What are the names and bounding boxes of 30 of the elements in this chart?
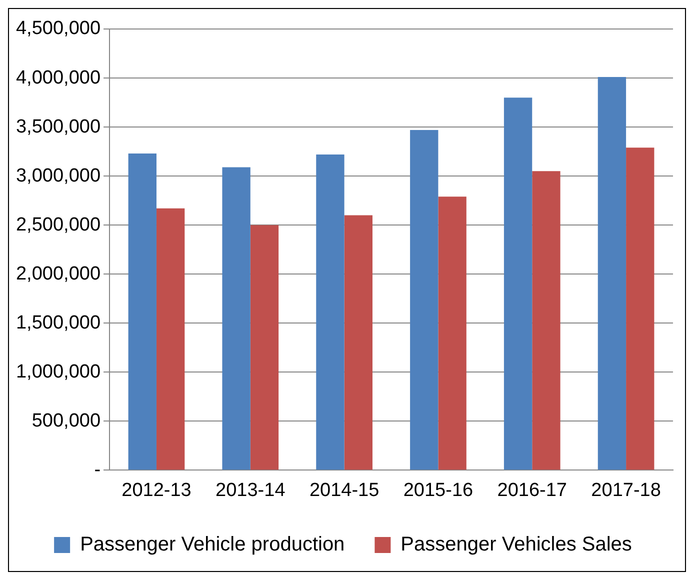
y-tick-label: 1,500,000 <box>16 312 101 334</box>
x-tick-label: 2016-17 <box>497 480 567 501</box>
bar <box>156 208 185 470</box>
bar <box>438 196 466 470</box>
y-tick-label: 2,000,000 <box>16 263 101 284</box>
bar <box>128 154 156 470</box>
legend-label: Passenger Vehicles Sales <box>400 534 632 556</box>
x-tick-label: 2015-16 <box>403 480 474 501</box>
y-tick-label: 3,000,000 <box>16 165 101 186</box>
bar <box>410 130 438 470</box>
y-tick-label: 4,000,000 <box>16 67 101 88</box>
bar <box>250 225 279 470</box>
bar <box>344 215 372 470</box>
bar <box>222 167 250 470</box>
x-tick-label: 2013-14 <box>216 480 286 501</box>
bar <box>532 171 560 470</box>
y-tick-label: 4,500,000 <box>16 18 101 40</box>
y-tick-label: 3,500,000 <box>16 116 101 138</box>
bar <box>504 98 532 470</box>
x-tick-label: 2012-13 <box>122 480 192 501</box>
bar <box>316 154 344 470</box>
y-tick-label: 1,000,000 <box>16 361 101 382</box>
y-tick-label: 2,500,000 <box>16 214 101 236</box>
y-tick-label: - <box>94 459 101 480</box>
bar <box>626 148 654 470</box>
x-tick-label: 2014-15 <box>309 480 380 501</box>
y-tick-label: 500,000 <box>32 410 101 432</box>
x-tick-label: 2017-18 <box>591 480 661 501</box>
bar <box>598 77 626 470</box>
legend-label: Passenger Vehicle production <box>80 534 345 556</box>
